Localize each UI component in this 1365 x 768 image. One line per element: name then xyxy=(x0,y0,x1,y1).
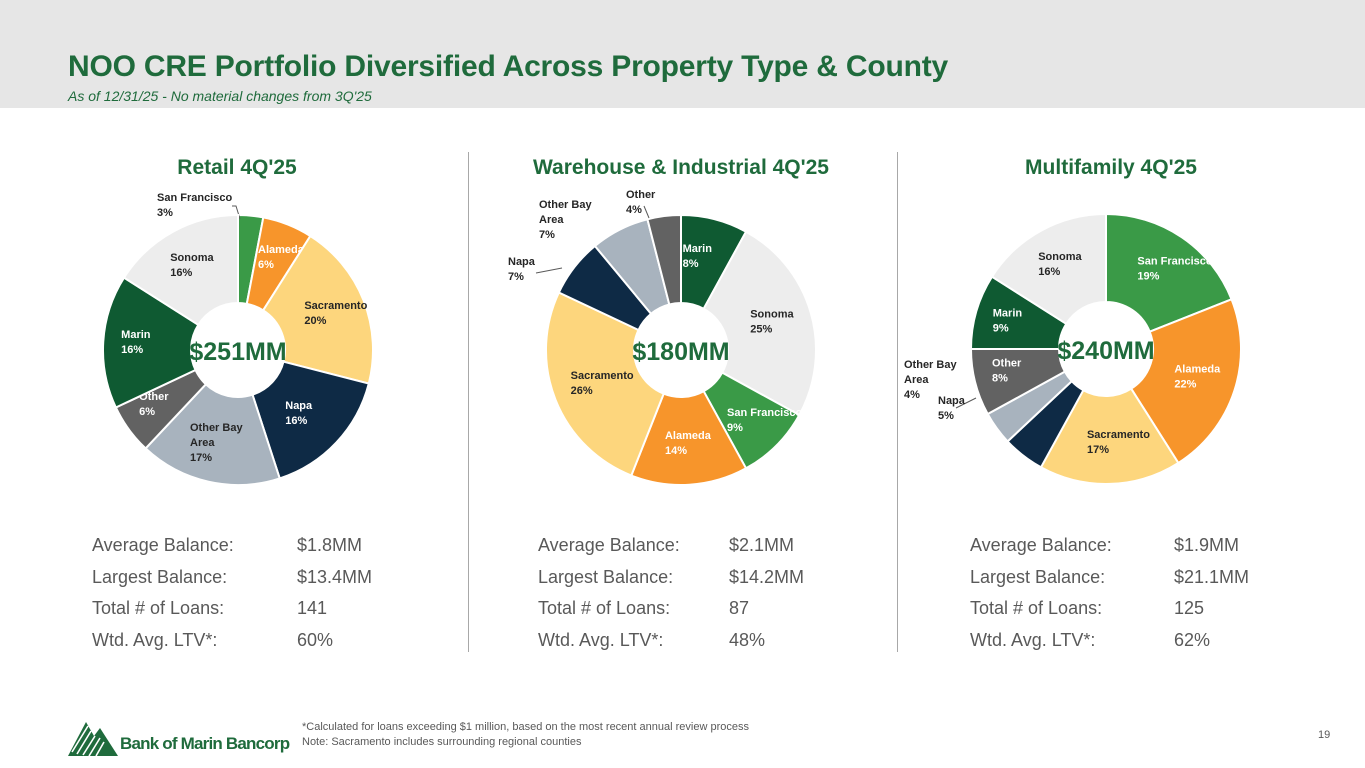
slice-other-bay-area xyxy=(144,382,281,486)
slice-label: Marin 9% xyxy=(993,307,1023,334)
page-subtitle: As of 12/31/25 - No material changes fro… xyxy=(68,88,372,104)
divider xyxy=(468,152,469,652)
slice-label: Napa 5% xyxy=(938,395,966,422)
slice-label: Napa 7% xyxy=(508,256,536,283)
slice-label: Marin 16% xyxy=(121,329,151,356)
stat-value: $13.4MM xyxy=(297,566,373,587)
stat-value: $2.1MM xyxy=(729,535,795,555)
multifamily-donut-chart: San Francisco 19% Alameda 22% Sacramento 17% N… xyxy=(904,212,1242,485)
slice-label: Sonoma 16% xyxy=(1038,251,1082,278)
panel-title: Retail 4Q'25 xyxy=(177,156,297,179)
retail-panel: Retail 4Q'25 San Francisco 3% Alameda 6% Sac… xyxy=(22,148,452,668)
slice-label: San Francisco 9% xyxy=(727,407,802,434)
leader-line xyxy=(643,205,650,219)
footnotes: *Calculated for loans exceeding $1 milli… xyxy=(302,720,749,750)
stat-value: 62% xyxy=(1174,629,1211,650)
stat-label: Wtd. Avg. LTV*: xyxy=(538,629,664,650)
page-number: 19 xyxy=(1318,729,1331,741)
panel-title: Warehouse & Industrial 4Q'25 xyxy=(533,156,829,179)
slice-label: Other 8% xyxy=(992,358,1022,385)
slice-label: Sonoma 25% xyxy=(750,308,794,335)
slice-label: Napa 16% xyxy=(285,400,313,427)
stat-label: Wtd. Avg. LTV*: xyxy=(92,629,218,650)
bank-logo: Bank of Marin Bancorp xyxy=(68,718,290,758)
stat-label: Total # of Loans: xyxy=(92,598,225,618)
slice-sonoma xyxy=(122,213,239,327)
stat-label: Average Balance: xyxy=(92,535,234,555)
stat-value: 87 xyxy=(729,598,750,618)
stat-label: Largest Balance: xyxy=(92,566,228,587)
slice-label: Marin 8% xyxy=(683,243,713,270)
slice-label: Other 4% xyxy=(626,189,656,216)
slice-label: Other Bay Area 17% xyxy=(190,422,243,464)
header-band xyxy=(0,0,1365,108)
slice-label: Other Bay Area 4% xyxy=(904,359,957,401)
slice-label: Other Bay Area 7% xyxy=(539,199,592,241)
slice-label: San Francisco 19% xyxy=(1137,255,1212,282)
retail-donut-chart: San Francisco 3% Alameda 6% Sacramento 20% Nap… xyxy=(102,192,374,486)
slice-sonoma xyxy=(990,212,1107,326)
slice-sacramento xyxy=(261,234,374,385)
mountain-logo-icon xyxy=(68,722,118,757)
multifamily-panel: Multifamily 4Q'25 San Francisco 19% Alamed… xyxy=(896,148,1326,668)
stat-value: 48% xyxy=(729,629,766,650)
slice-label: Sonoma 16% xyxy=(170,252,214,279)
stat-value: $21.1MM xyxy=(1174,566,1250,587)
slice-sonoma xyxy=(702,230,817,417)
slice-label: Alameda 6% xyxy=(258,244,305,271)
stat-value: 60% xyxy=(297,629,334,650)
page-title: NOO CRE Portfolio Diversified Across Pro… xyxy=(68,50,949,83)
slice-label: Sacramento 26% xyxy=(571,370,634,397)
stat-label: Average Balance: xyxy=(538,535,680,555)
divider xyxy=(897,152,898,652)
panel-title: Multifamily 4Q'25 xyxy=(1025,156,1197,179)
stat-label: Total # of Loans: xyxy=(538,598,671,618)
stat-value: 125 xyxy=(1174,598,1205,618)
warehouse-panel: Warehouse & Industrial 4Q'25 Marin 8% Sono… xyxy=(466,148,896,668)
leader-line xyxy=(535,267,563,274)
leader-line xyxy=(955,397,977,409)
slice-sacramento xyxy=(545,291,665,477)
footnote-sacramento: Note: Sacramento includes surrounding re… xyxy=(302,736,582,748)
slice-other xyxy=(646,213,682,306)
center-total-label: $180MM xyxy=(632,338,729,366)
stat-value: 141 xyxy=(297,598,328,618)
warehouse-donut-chart: Marin 8% Sonoma 25% San Francisco 9% Alameda 14… xyxy=(508,189,817,486)
slice-alameda xyxy=(630,389,748,486)
center-total-label: $240MM xyxy=(1057,337,1154,365)
stat-value: $1.8MM xyxy=(297,535,363,555)
slice-label: Alameda 14% xyxy=(665,430,712,457)
slice-label: Sacramento 17% xyxy=(1087,429,1150,456)
logo-text: Bank of Marin Bancorp xyxy=(120,734,290,753)
slice-label: San Francisco 3% xyxy=(157,192,232,219)
stat-label: Largest Balance: xyxy=(538,566,674,587)
stat-value: $1.9MM xyxy=(1174,535,1240,555)
stat-label: Largest Balance: xyxy=(970,566,1106,587)
slice-napa xyxy=(251,360,370,480)
slice-alameda xyxy=(1129,298,1242,465)
slice-label: Alameda 22% xyxy=(1174,363,1221,390)
slice-san-francisco xyxy=(1105,212,1233,333)
stat-label: Total # of Loans: xyxy=(970,598,1103,618)
stat-value: $14.2MM xyxy=(729,566,805,587)
stat-label: Average Balance: xyxy=(970,535,1112,555)
center-total-label: $251MM xyxy=(189,338,286,366)
slice-label: Sacramento 20% xyxy=(304,300,367,327)
slice-sacramento xyxy=(1039,387,1180,485)
stat-label: Wtd. Avg. LTV*: xyxy=(970,629,1096,650)
slice-label: Other 6% xyxy=(139,391,169,418)
footnote-ltv: *Calculated for loans exceeding $1 milli… xyxy=(302,721,749,733)
